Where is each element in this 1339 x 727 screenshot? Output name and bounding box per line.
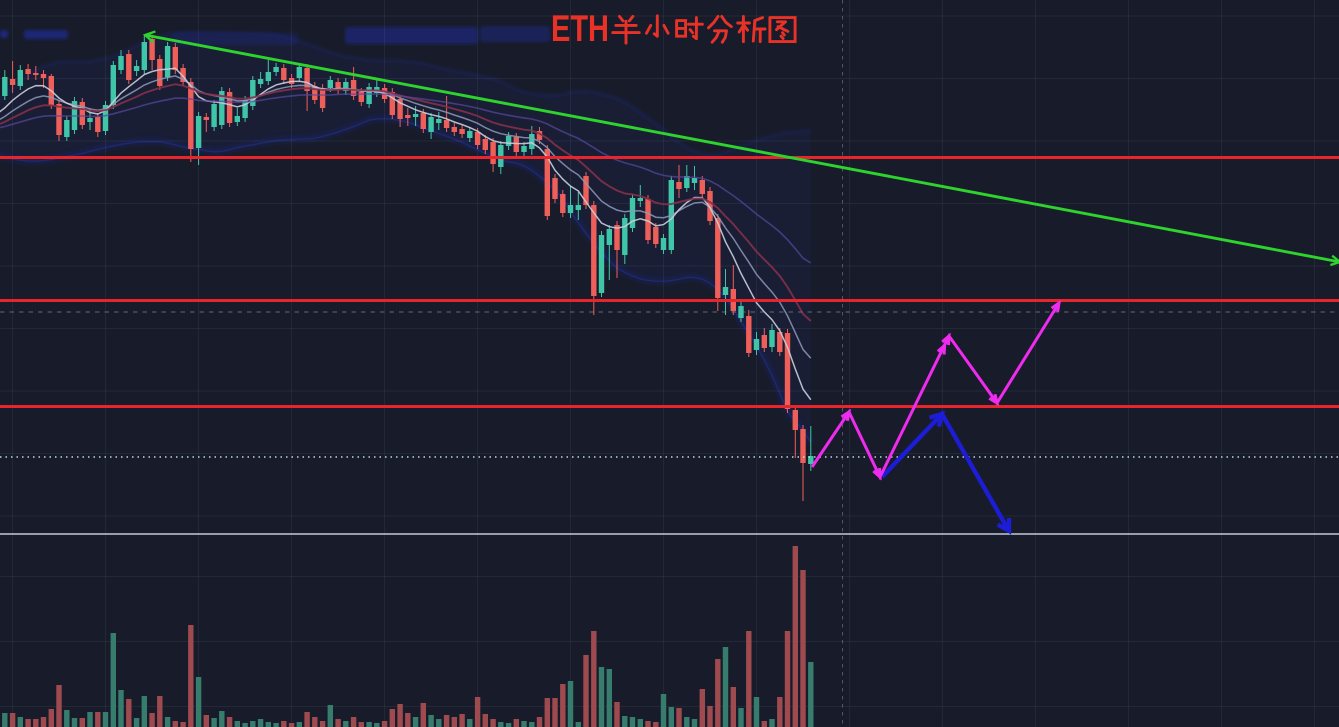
svg-text:ETH: ETH <box>551 8 609 49</box>
